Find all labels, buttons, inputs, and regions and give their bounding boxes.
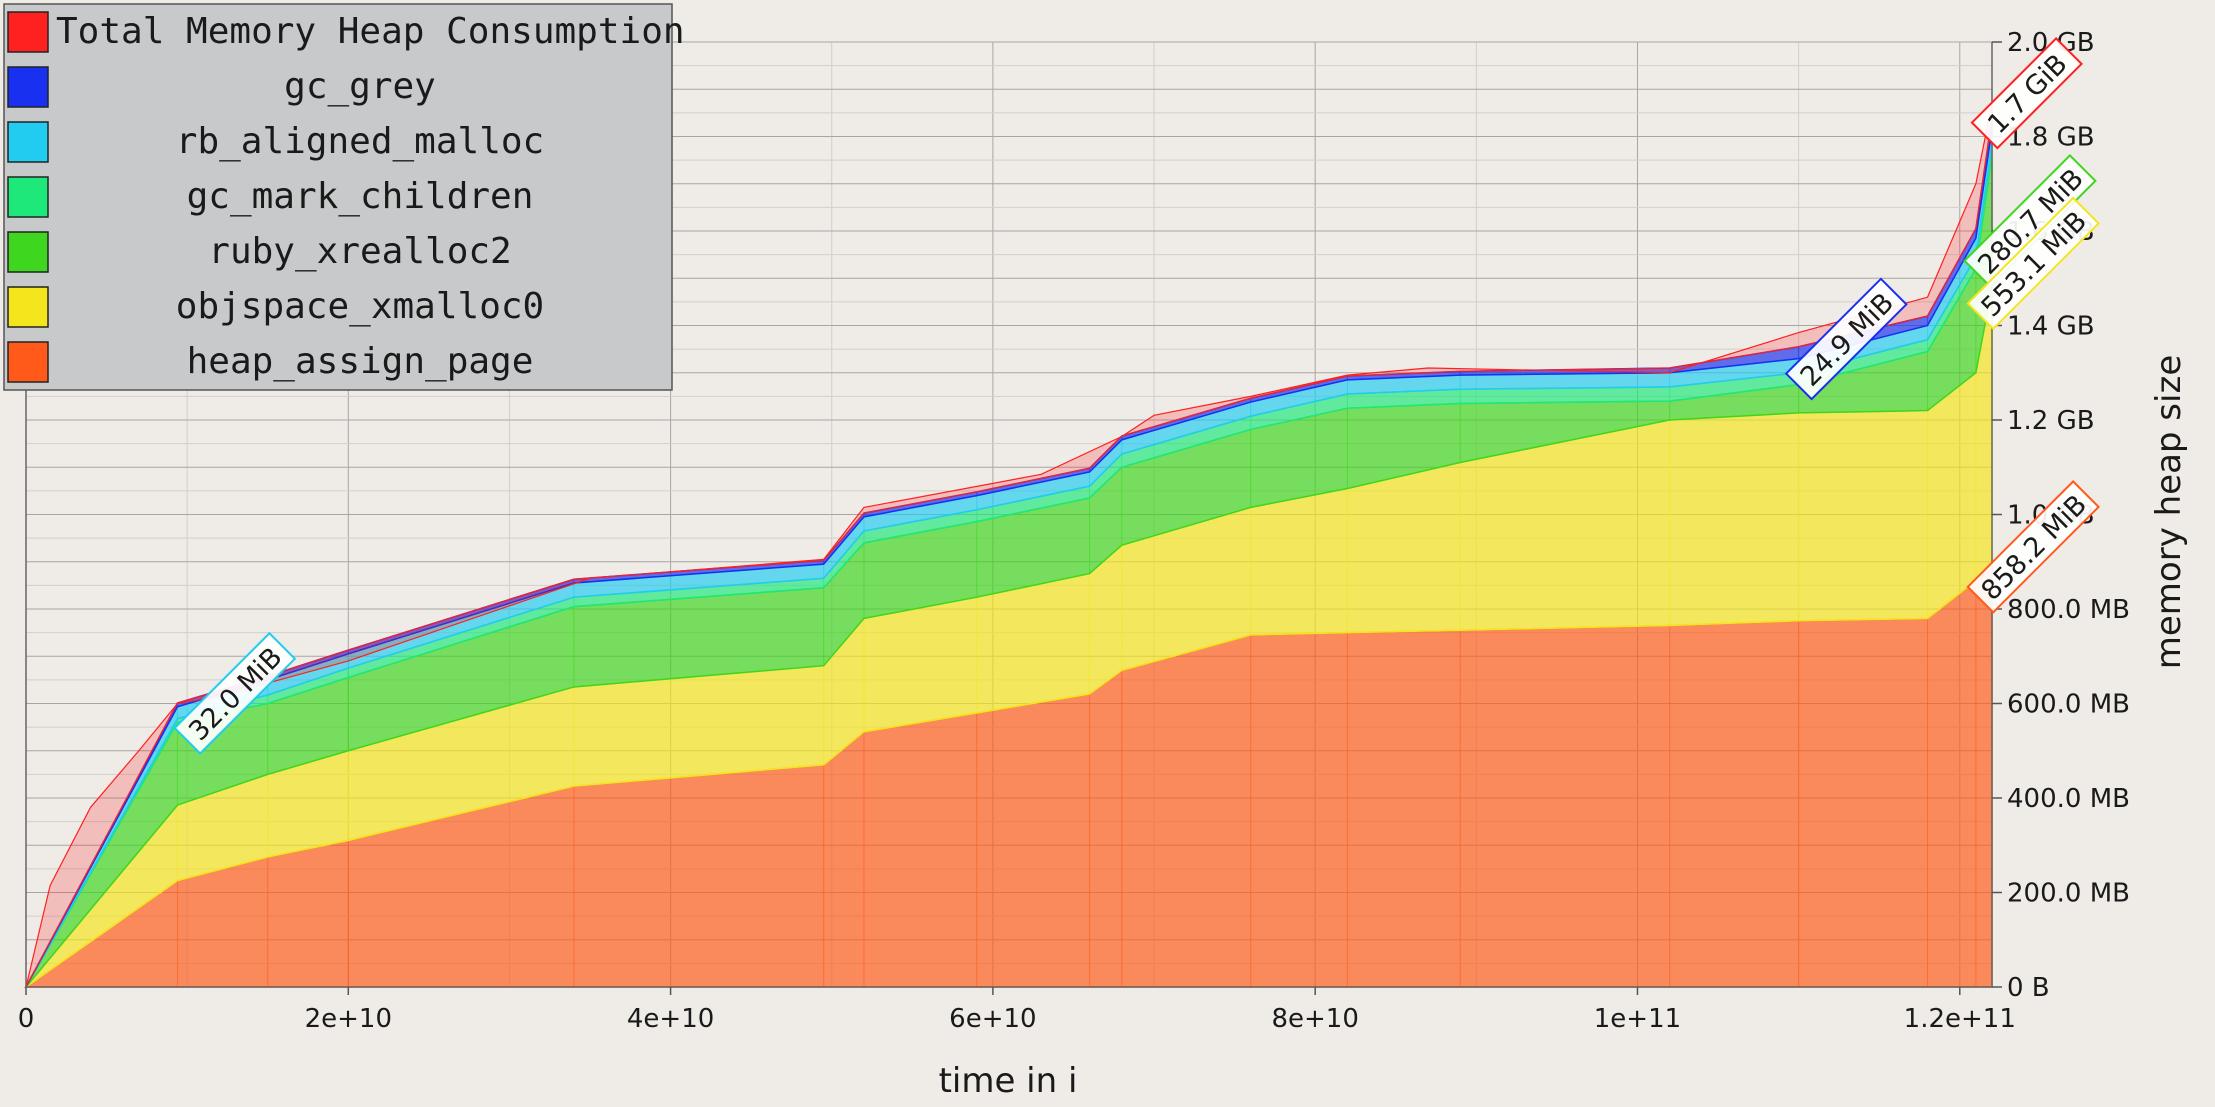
y-tick-label: 400.0 MB xyxy=(2007,784,2130,814)
legend-swatch xyxy=(7,176,49,218)
legend-swatch xyxy=(7,231,49,273)
legend-label: gc_mark_children xyxy=(187,176,534,217)
legend-swatch xyxy=(7,341,49,383)
legend-label: objspace_xmalloc0 xyxy=(176,286,544,327)
x-tick-label: 4e+10 xyxy=(627,1004,714,1034)
peak-annotation-box xyxy=(1784,277,1908,401)
area-total-memory xyxy=(25,103,1993,988)
y-tick-label: 1.4 GB xyxy=(2007,312,2095,342)
legend-swatch xyxy=(7,11,49,53)
legend-label: rb_aligned_malloc xyxy=(176,121,544,162)
peak-annotation-box xyxy=(1970,37,2083,150)
x-tick-label: 6e+10 xyxy=(949,1004,1036,1034)
y-tick-label: 200.0 MB xyxy=(2007,879,2130,909)
legend-swatch xyxy=(7,66,49,108)
x-tick-label: 8e+10 xyxy=(1271,1004,1358,1034)
y-tick-label: 1.8 GB xyxy=(2007,123,2095,153)
legend-box xyxy=(3,3,673,391)
legend-label: Total Memory Heap Consumption xyxy=(56,11,685,52)
y-axis-title: memory heap size xyxy=(2149,355,2189,669)
legend-label: ruby_xrealloc2 xyxy=(208,231,511,272)
legend-swatch xyxy=(7,121,49,163)
legend-swatch xyxy=(7,286,49,328)
y-tick-label: 1.2 GB xyxy=(2007,406,2095,436)
x-tick-label: 1e+11 xyxy=(1594,1004,1681,1034)
legend-label: gc_grey xyxy=(284,66,436,107)
x-axis-title: time in i xyxy=(939,1061,1078,1101)
peak-annotation-box xyxy=(1966,480,2101,614)
y-tick-label: 600.0 MB xyxy=(2007,690,2130,720)
peak-annotation-box xyxy=(1966,196,2101,331)
x-tick-label: 1.2e+11 xyxy=(1904,1004,2016,1034)
legend: Total Memory Heap Consumption gc_grey rb_a… xyxy=(3,3,685,391)
peak-annotation-box xyxy=(173,631,297,755)
y-tick-label: 0 B xyxy=(2007,973,2050,1003)
y-tick-label: 800.0 MB xyxy=(2007,595,2130,625)
x-tick-label: 0 xyxy=(18,1004,35,1034)
x-tick-label: 2e+10 xyxy=(305,1004,392,1034)
legend-label: heap_assign_page xyxy=(187,341,534,382)
stacked-areas xyxy=(23,103,1993,988)
